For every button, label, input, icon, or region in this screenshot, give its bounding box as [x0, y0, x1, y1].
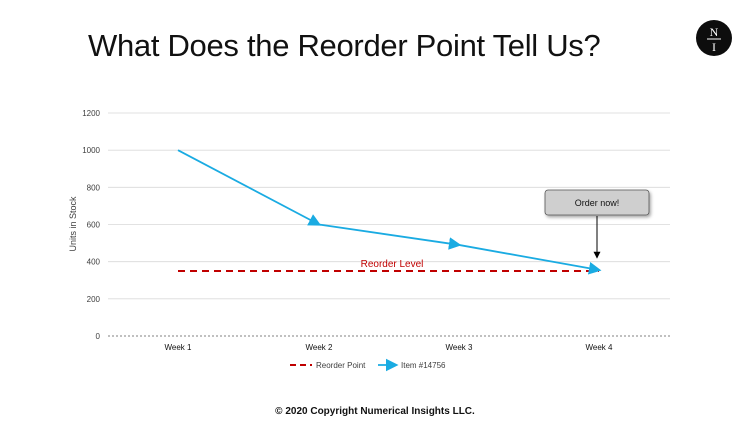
- callout-text: Order now!: [575, 198, 620, 208]
- legend-item-label: Item #14756: [401, 361, 446, 370]
- x-tick-label: Week 1: [165, 343, 193, 352]
- item-series-segment: [458, 244, 602, 275]
- logo-letter-i: I: [712, 40, 716, 54]
- y-tick-label: 400: [87, 258, 101, 267]
- y-tick-label: 0: [96, 332, 101, 341]
- reorder-level-label: Reorder Level: [361, 259, 424, 270]
- item-series-segment: [177, 149, 322, 226]
- copyright-footer: © 2020 Copyright Numerical Insights LLC.: [275, 406, 475, 417]
- y-axis-label: Units in Stock: [68, 196, 78, 252]
- x-tick-label: Week 3: [446, 343, 474, 352]
- y-tick-label: 200: [87, 295, 101, 304]
- logo-letter-n: N: [710, 25, 719, 39]
- item-series-segment: [318, 223, 462, 250]
- y-tick-label: 1200: [82, 109, 100, 118]
- y-tick-label: 600: [87, 221, 101, 230]
- callout-box: [544, 189, 650, 216]
- x-tick-label: Week 2: [306, 343, 334, 352]
- y-tick-label: 1000: [82, 146, 100, 155]
- y-tick-label: 800: [87, 183, 101, 192]
- order-now-callout: Order now!: [544, 189, 650, 259]
- brand-logo: N I: [696, 20, 732, 56]
- slide-title: What Does the Reorder Point Tell Us?: [88, 28, 601, 63]
- legend-reorder-label: Reorder Point: [316, 361, 366, 370]
- x-tick-label: Week 4: [586, 343, 614, 352]
